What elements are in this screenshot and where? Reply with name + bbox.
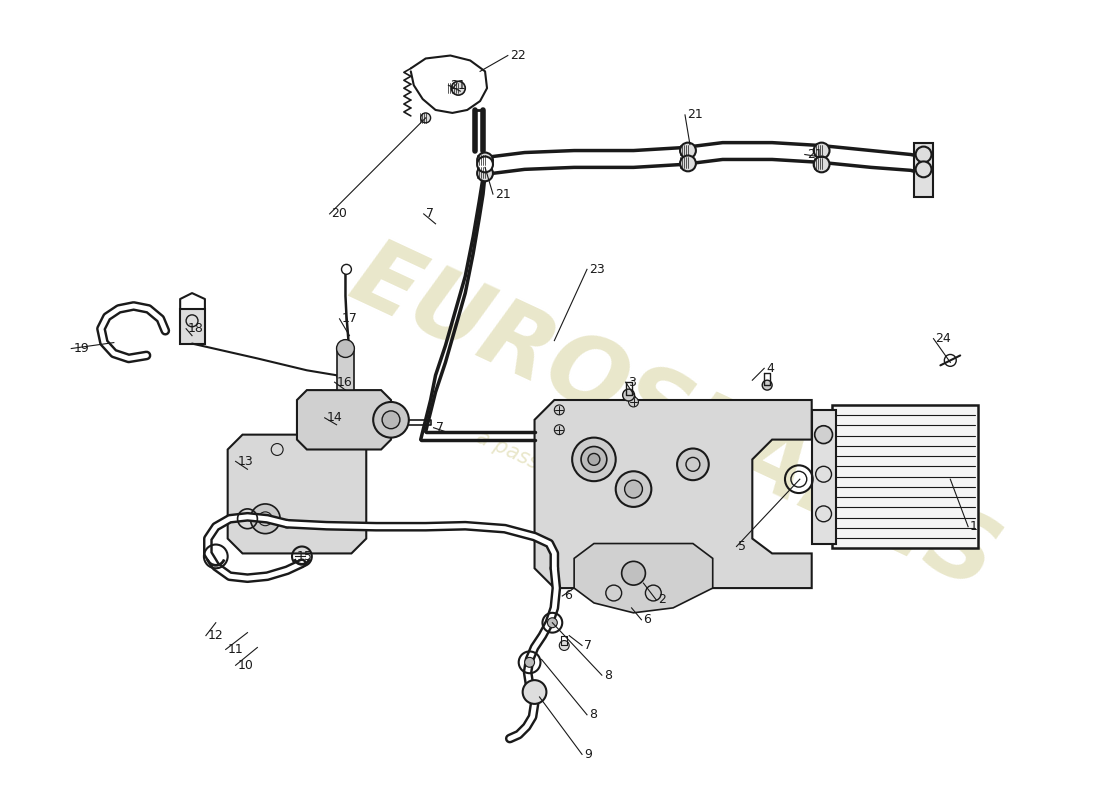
Polygon shape xyxy=(535,400,812,588)
Text: 21: 21 xyxy=(688,109,703,122)
Text: 7: 7 xyxy=(436,422,443,434)
Bar xyxy=(337,349,354,390)
Text: 23: 23 xyxy=(588,263,605,276)
Circle shape xyxy=(572,438,616,481)
Text: 22: 22 xyxy=(509,49,526,62)
Circle shape xyxy=(477,166,493,182)
Circle shape xyxy=(588,454,600,466)
Text: 20: 20 xyxy=(331,207,348,221)
Text: 4: 4 xyxy=(767,362,774,375)
Polygon shape xyxy=(228,434,366,554)
Text: 5: 5 xyxy=(738,540,747,553)
Text: 19: 19 xyxy=(74,342,89,355)
Circle shape xyxy=(628,397,638,407)
Circle shape xyxy=(525,658,535,667)
Text: EUROSPARES: EUROSPARES xyxy=(336,230,1011,610)
Text: 7: 7 xyxy=(584,639,592,652)
Text: 21: 21 xyxy=(450,78,466,92)
Text: 7: 7 xyxy=(426,207,433,221)
Bar xyxy=(832,405,978,549)
Text: 11: 11 xyxy=(228,643,243,656)
Circle shape xyxy=(341,264,351,274)
Text: 17: 17 xyxy=(341,312,358,326)
Bar xyxy=(812,410,836,543)
Circle shape xyxy=(815,426,833,443)
Text: 8: 8 xyxy=(604,669,612,682)
Text: 8: 8 xyxy=(588,708,597,722)
Circle shape xyxy=(477,157,493,172)
Polygon shape xyxy=(297,390,390,450)
Circle shape xyxy=(251,504,280,534)
Circle shape xyxy=(337,340,354,358)
Circle shape xyxy=(621,562,646,585)
Text: 21: 21 xyxy=(495,188,510,201)
Circle shape xyxy=(814,157,829,172)
Circle shape xyxy=(477,153,493,168)
Circle shape xyxy=(373,402,409,438)
Circle shape xyxy=(522,680,547,704)
Polygon shape xyxy=(574,543,713,613)
Text: 24: 24 xyxy=(935,332,952,345)
Text: 21: 21 xyxy=(806,148,823,161)
Circle shape xyxy=(915,146,932,162)
Text: 2: 2 xyxy=(658,594,667,606)
Circle shape xyxy=(554,405,564,415)
Bar xyxy=(914,142,934,197)
Text: a passion for Porsche since 1985: a passion for Porsche since 1985 xyxy=(473,427,793,590)
Text: 1: 1 xyxy=(970,520,978,534)
Circle shape xyxy=(678,449,708,480)
Circle shape xyxy=(451,82,465,95)
Circle shape xyxy=(625,480,642,498)
Text: 14: 14 xyxy=(327,411,342,424)
Circle shape xyxy=(623,389,635,401)
Circle shape xyxy=(548,618,558,628)
Text: 15: 15 xyxy=(297,550,312,563)
Text: 18: 18 xyxy=(188,322,204,335)
Circle shape xyxy=(680,155,696,171)
Circle shape xyxy=(680,142,696,158)
Text: 6: 6 xyxy=(644,614,651,626)
Circle shape xyxy=(616,471,651,507)
Text: 16: 16 xyxy=(337,376,352,389)
Circle shape xyxy=(382,411,400,429)
Circle shape xyxy=(915,162,932,178)
Text: 12: 12 xyxy=(208,629,223,642)
Text: 13: 13 xyxy=(238,455,253,468)
Circle shape xyxy=(581,446,607,472)
Circle shape xyxy=(559,641,569,650)
Circle shape xyxy=(814,142,829,158)
Circle shape xyxy=(420,113,430,123)
Bar xyxy=(180,309,205,343)
Circle shape xyxy=(554,425,564,434)
Circle shape xyxy=(762,380,772,390)
Text: 6: 6 xyxy=(564,590,572,602)
Text: 9: 9 xyxy=(584,748,592,761)
Text: 10: 10 xyxy=(238,658,253,672)
Text: 3: 3 xyxy=(628,376,636,389)
